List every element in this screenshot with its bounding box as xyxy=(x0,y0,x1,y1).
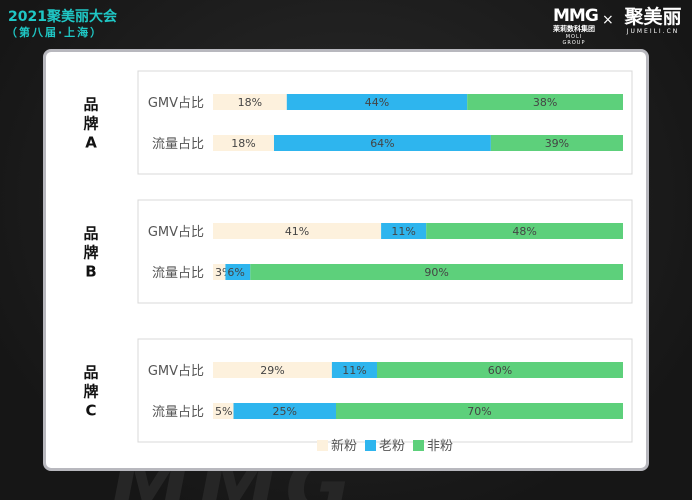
data-label: 6% xyxy=(227,266,244,279)
data-label: 11% xyxy=(391,225,415,238)
data-label: 90% xyxy=(424,266,448,279)
bar-segment xyxy=(213,264,226,280)
row-label: GMV占比 xyxy=(148,364,204,379)
mmg-cn-name: 莱莉数科集团 xyxy=(553,25,595,33)
bar-segment xyxy=(377,362,623,378)
data-label: 18% xyxy=(238,96,262,109)
brand-label-1-0: 品 xyxy=(83,225,98,243)
row-label: 流量占比 xyxy=(152,405,204,420)
group-box-0 xyxy=(137,70,633,175)
bar-segment xyxy=(225,264,251,280)
mmg-en-name: MOLI GROUP xyxy=(562,34,586,46)
row-label: 流量占比 xyxy=(152,137,204,152)
brand-label-2-0: 品 xyxy=(83,364,98,382)
legend-label-2: 非粉 xyxy=(427,439,453,454)
data-label: 38% xyxy=(533,96,557,109)
brand-label-0-2: A xyxy=(85,134,97,152)
bar-segment xyxy=(213,135,274,151)
bar-segment xyxy=(213,94,287,110)
row-label: GMV占比 xyxy=(148,96,204,111)
row-label: GMV占比 xyxy=(148,225,204,240)
bar-segment xyxy=(213,362,332,378)
data-label: 39% xyxy=(545,137,569,150)
bar-segment xyxy=(331,362,377,378)
bar-segment xyxy=(490,135,623,151)
group-box-2 xyxy=(137,338,633,443)
bar-segment xyxy=(213,403,234,419)
jumeili-en-name: JUMEILI.CN xyxy=(626,28,680,35)
bar-segment xyxy=(381,223,427,239)
data-label: 64% xyxy=(370,137,394,150)
data-label: 18% xyxy=(231,137,255,150)
data-label: 11% xyxy=(342,364,366,377)
brand-label-1-1: 牌 xyxy=(83,244,98,262)
row-label: 流量占比 xyxy=(152,266,204,281)
data-label: 44% xyxy=(365,96,389,109)
legend-swatch-2 xyxy=(413,440,424,451)
bar-segment xyxy=(213,223,382,239)
legend-swatch-0 xyxy=(317,440,328,451)
data-label: 5% xyxy=(215,405,232,418)
brand-label-0-1: 牌 xyxy=(83,115,98,133)
data-label: 29% xyxy=(260,364,284,377)
jumeili-logo: 聚美丽 JUMEILI.CN xyxy=(620,6,686,36)
brand-label-2-2: C xyxy=(85,402,96,420)
bar-segment xyxy=(233,403,336,419)
event-title: 2021聚美丽大会 xyxy=(8,9,117,25)
bar-segment xyxy=(286,94,468,110)
data-label: 41% xyxy=(285,225,309,238)
bar-segment xyxy=(273,135,491,151)
bar-segment xyxy=(250,264,624,280)
jumeili-cn-name: 聚美丽 xyxy=(624,6,682,28)
event-subtitle: （第八届·上海） xyxy=(6,26,104,39)
bar-segment xyxy=(467,94,623,110)
moli-group-logo: MMG 莱莉数科集团 MOLI GROUP xyxy=(553,6,599,47)
brand-label-2-1: 牌 xyxy=(83,383,98,401)
brand-label-0-0: 品 xyxy=(83,96,98,114)
legend-swatch-1 xyxy=(365,440,376,451)
legend-label-0: 新粉 xyxy=(331,438,357,454)
mmg-mark: MMG xyxy=(553,6,599,26)
data-label: 70% xyxy=(467,405,491,418)
brand-label-1-2: B xyxy=(85,263,96,281)
legend-label-1: 老粉 xyxy=(379,439,405,454)
group-box-1 xyxy=(137,199,633,304)
data-label: 60% xyxy=(488,364,512,377)
bar-segment xyxy=(426,223,623,239)
bar-segment xyxy=(336,403,623,419)
data-label: 25% xyxy=(273,405,297,418)
data-label: 48% xyxy=(512,225,536,238)
times-sign: × xyxy=(602,12,614,28)
